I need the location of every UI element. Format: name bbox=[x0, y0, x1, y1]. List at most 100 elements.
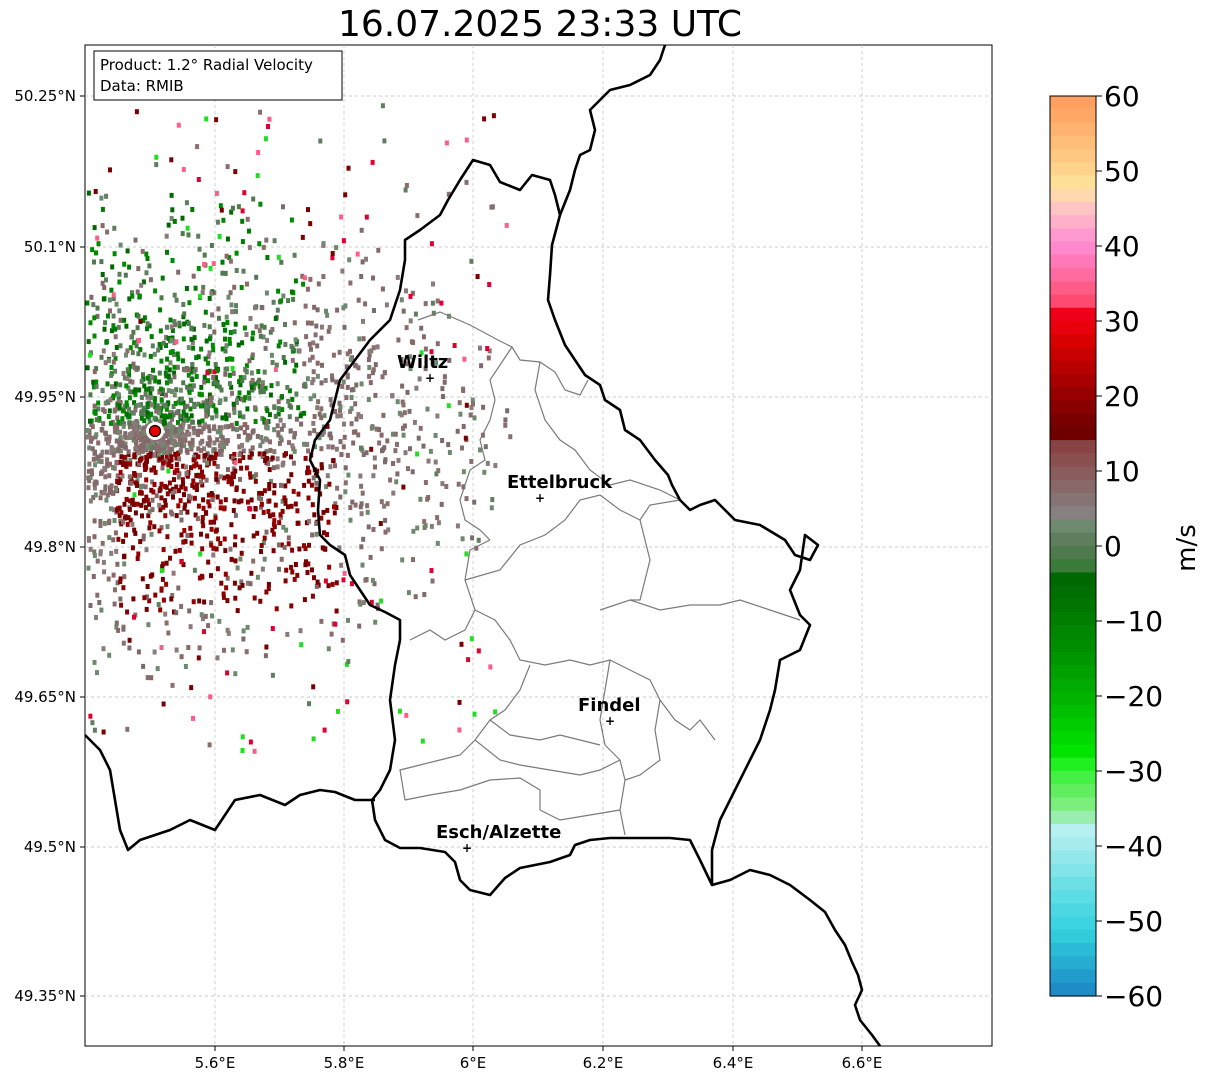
radar-echo-pixel bbox=[446, 191, 451, 197]
radar-echo-pixel bbox=[195, 144, 200, 150]
radar-echo-pixel bbox=[179, 604, 184, 609]
radar-echo-pixel bbox=[181, 562, 186, 568]
radar-echo-pixel bbox=[310, 380, 315, 386]
radar-echo-pixel bbox=[388, 477, 393, 483]
radar-echo-pixel bbox=[240, 340, 245, 346]
radar-echo-pixel bbox=[469, 258, 474, 264]
radar-echo-pixel bbox=[345, 699, 350, 705]
radar-echo-pixel bbox=[259, 504, 263, 510]
radar-echo-pixel bbox=[256, 369, 261, 374]
radar-echo-pixel bbox=[267, 412, 272, 418]
radar-echo-pixel bbox=[130, 545, 135, 551]
radar-echo-pixel bbox=[357, 623, 362, 629]
colorbar-tick-label: 30 bbox=[1104, 305, 1140, 338]
radar-echo-pixel bbox=[113, 355, 118, 361]
radar-echo-pixel bbox=[269, 478, 273, 484]
radar-echo-pixel bbox=[171, 494, 175, 500]
colorbar-segment bbox=[1050, 625, 1096, 640]
radar-echo-pixel bbox=[169, 464, 174, 469]
radar-echo-pixel bbox=[158, 486, 163, 492]
radar-echo-pixel bbox=[260, 439, 265, 444]
radar-echo-pixel bbox=[283, 500, 288, 506]
info-data-source: Data: RMIB bbox=[100, 77, 184, 95]
radar-echo-pixel bbox=[91, 574, 96, 579]
colorbar-segment bbox=[1050, 956, 1096, 971]
radar-echo-pixel bbox=[117, 439, 122, 445]
radar-echo-pixel bbox=[253, 305, 257, 311]
radar-echo-pixel bbox=[137, 450, 142, 456]
radar-echo-pixel bbox=[299, 421, 304, 427]
radar-echo-pixel bbox=[330, 373, 334, 379]
radar-echo-pixel bbox=[381, 412, 386, 418]
radar-echo-pixel bbox=[233, 671, 238, 677]
radar-echo-pixel bbox=[277, 520, 282, 526]
radar-echo-pixel bbox=[87, 478, 92, 484]
colorbar-segment bbox=[1050, 532, 1096, 547]
radar-echo-pixel bbox=[149, 412, 154, 418]
radar-echo-pixel bbox=[93, 462, 98, 468]
radar-echo-pixel bbox=[210, 613, 214, 619]
radar-echo-pixel bbox=[163, 502, 168, 508]
radar-echo-pixel bbox=[474, 545, 479, 551]
radar-echo-pixel bbox=[116, 392, 121, 398]
radar-echo-pixel bbox=[158, 307, 163, 313]
radar-echo-pixel bbox=[184, 200, 189, 206]
radar-echo-pixel bbox=[222, 536, 227, 542]
radar-echo-pixel bbox=[250, 445, 255, 451]
radar-echo-pixel bbox=[412, 419, 417, 425]
radar-echo-pixel bbox=[342, 434, 347, 440]
radar-echo-pixel bbox=[273, 502, 278, 508]
radar-echo-pixel bbox=[199, 429, 204, 435]
radar-echo-pixel bbox=[85, 365, 90, 371]
radar-echo-pixel bbox=[245, 216, 250, 222]
radar-echo-pixel bbox=[150, 507, 155, 513]
radar-echo-pixel bbox=[487, 282, 492, 287]
radar-echo-pixel bbox=[123, 514, 128, 520]
radar-echo-pixel bbox=[106, 440, 110, 446]
radar-echo-pixel bbox=[159, 391, 164, 397]
radar-echo-pixel bbox=[111, 296, 116, 301]
radar-echo-pixel bbox=[145, 375, 150, 381]
radar-echo-pixel bbox=[272, 483, 277, 489]
radar-echo-pixel bbox=[184, 471, 189, 476]
radar-echo-pixel bbox=[297, 546, 302, 552]
radar-echo-pixel bbox=[163, 611, 168, 617]
radar-echo-pixel bbox=[178, 387, 183, 393]
radar-echo-pixel bbox=[121, 423, 126, 429]
radar-echo-pixel bbox=[354, 416, 359, 422]
radar-echo-pixel bbox=[309, 346, 313, 352]
radar-echo-pixel bbox=[421, 443, 426, 449]
radar-echo-pixel bbox=[325, 532, 329, 537]
radar-echo-pixel bbox=[132, 492, 137, 498]
radar-echo-pixel bbox=[305, 570, 310, 575]
radar-echo-pixel bbox=[95, 558, 100, 564]
city-marker-icon: + bbox=[462, 841, 472, 855]
radar-echo-pixel bbox=[185, 509, 190, 515]
radar-echo-pixel bbox=[94, 383, 99, 389]
radar-echo-pixel bbox=[184, 448, 189, 453]
radar-echo-pixel bbox=[169, 324, 174, 330]
colorbar-segment bbox=[1050, 572, 1096, 587]
radar-echo-pixel bbox=[142, 352, 147, 358]
radar-echo-pixel bbox=[280, 407, 285, 413]
radar-echo-pixel bbox=[290, 396, 295, 402]
radar-echo-pixel bbox=[196, 432, 200, 437]
radar-echo-pixel bbox=[115, 473, 120, 479]
radar-echo-pixel bbox=[159, 586, 164, 592]
radar-echo-pixel bbox=[406, 466, 410, 472]
radar-echo-pixel bbox=[405, 361, 410, 367]
radar-echo-pixel bbox=[254, 274, 259, 280]
radar-echo-pixel bbox=[322, 530, 326, 536]
radar-echo-pixel bbox=[201, 505, 206, 511]
radar-echo-pixel bbox=[198, 464, 202, 470]
radar-echo-pixel bbox=[228, 546, 233, 552]
radar-echo-pixel bbox=[201, 523, 206, 529]
radar-echo-pixel bbox=[191, 426, 196, 431]
radar-echo-pixel bbox=[326, 519, 331, 525]
radar-echo-pixel bbox=[220, 415, 225, 421]
radar-echo-pixel bbox=[367, 365, 372, 370]
radar-echo-pixel bbox=[92, 369, 97, 375]
radar-echo-pixel bbox=[117, 271, 122, 277]
colorbar-segment bbox=[1050, 546, 1096, 560]
radar-echo-pixel bbox=[237, 379, 242, 385]
